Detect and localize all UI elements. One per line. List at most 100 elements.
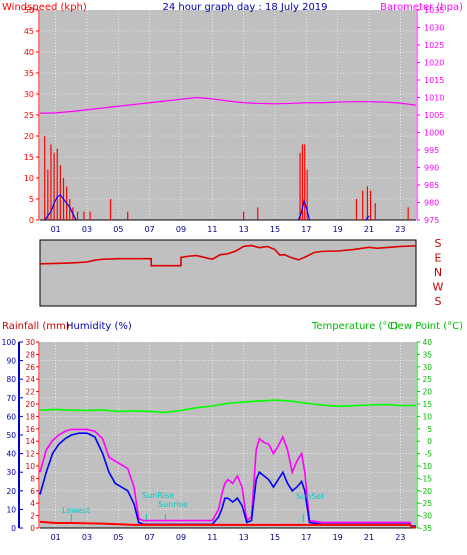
rain-x-tick-label: 23: [395, 533, 405, 542]
baro-right-tick-label: 1030: [424, 24, 444, 33]
humidity-line: [39, 432, 416, 527]
rainfall-line: [39, 520, 416, 529]
temperature-tick-label: 15: [422, 400, 432, 409]
direction-plot-background: [39, 239, 417, 307]
baro-right-tick-label: 1010: [424, 94, 444, 103]
temperature-tick-label: 10: [422, 412, 432, 421]
wind-left-tick-label: 15: [24, 153, 34, 162]
rain-tick-label: 2: [30, 512, 35, 521]
baro-right-tick-label: 1035: [424, 6, 444, 15]
humidity-tick-label: 40: [6, 450, 16, 459]
rain-x-tick-label: 15: [270, 533, 280, 542]
wind-left-tick-label: 5: [29, 195, 34, 204]
rain-tick-label: 14: [25, 437, 35, 446]
humidity-tick-label: 80: [6, 375, 16, 384]
wind-x-tick-label: 21: [364, 225, 374, 234]
direction-axis-label: S: [435, 237, 442, 250]
temperature-tick-label: -35: [420, 524, 432, 533]
direction-axis-label: E: [435, 252, 442, 265]
annotation-sunrise-2: Sunrise: [158, 500, 188, 509]
wind-x-tick-label: 13: [239, 225, 249, 234]
wind-left-tick-label: 50: [24, 6, 34, 15]
baro-right-tick-label: 995: [424, 146, 439, 155]
rain-tick-label: 28: [25, 350, 35, 359]
wind-x-tick-label: 17: [301, 225, 311, 234]
baro-right-tick-label: 1025: [424, 41, 444, 50]
rain-tick-label: 4: [30, 499, 35, 508]
humidity-tick-label: 60: [6, 412, 16, 421]
rain-tick-label: 0: [30, 524, 35, 533]
barometer-line: [39, 96, 417, 114]
wind-x-tick-label: 09: [176, 225, 186, 234]
baro-right-tick-label: 1020: [424, 59, 444, 68]
gust-line: [44, 193, 77, 221]
dewpoint-axis-label: Dew Point (°C): [390, 321, 463, 332]
temperature-tick-label: -30: [420, 512, 432, 521]
humidity-tick-label: 10: [6, 505, 16, 514]
rain-tick-label: 6: [30, 487, 35, 496]
rain-x-tick-label: 05: [113, 533, 123, 542]
rainfall-axis-label: Rainfall (mm): [2, 321, 70, 332]
temperature-tick-label: -5: [425, 450, 433, 459]
rain-tick-label: 12: [25, 450, 35, 459]
rain-x-tick-label: 21: [364, 533, 374, 542]
annotation-sunset: SunSet: [296, 492, 324, 501]
temperature-axis-label: Temperature (°C): [311, 321, 398, 332]
rain-x-tick-label: 19: [333, 533, 343, 542]
wind-left-tick-label: 35: [24, 69, 34, 78]
gust-line: [297, 198, 311, 221]
wind-x-tick-label: 05: [113, 225, 123, 234]
annotation-sunrise: SunRise: [142, 491, 174, 500]
temperature-tick-label: 30: [422, 363, 432, 372]
temperature-tick-label: 35: [422, 350, 432, 359]
rain-tick-label: 26: [25, 363, 35, 372]
wind-left-tick-label: 0: [29, 216, 34, 225]
gust-line: [365, 215, 370, 221]
temperature-tick-label: 25: [422, 375, 432, 384]
direction-axis-label: N: [434, 266, 442, 279]
baro-right-tick-label: 975: [424, 216, 439, 225]
direction-axis-label: W: [433, 281, 444, 294]
temperature-tick-label: -25: [420, 499, 432, 508]
temperature-magenta-line: [39, 428, 416, 527]
humidity-tick-label: 0: [11, 524, 16, 533]
wind-plot-background: [40, 10, 416, 220]
direction-axis-label: S: [435, 295, 442, 308]
chart-title: 24 hour graph day : 18 July 2019: [162, 2, 327, 13]
wind-direction-line: [39, 244, 417, 267]
chart-layer: 0510152025303540455097598098599099510001…: [2, 6, 445, 542]
rain-x-tick-label: 07: [145, 533, 155, 542]
wind-left-tick-label: 25: [24, 111, 34, 120]
wind-x-tick-label: 03: [82, 225, 92, 234]
rain-x-tick-label: 01: [51, 533, 61, 542]
temperature-tick-label: -20: [420, 487, 432, 496]
baro-right-tick-label: 985: [424, 181, 439, 190]
wind-left-tick-label: 40: [24, 48, 34, 57]
annotation-lowest: Lowest: [62, 506, 90, 515]
temperature-tick-label: 0: [427, 437, 432, 446]
humidity-tick-label: 70: [6, 394, 16, 403]
humidity-tick-label: 50: [6, 431, 16, 440]
humidity-tick-label: 100: [2, 338, 17, 347]
baro-right-tick-label: 1005: [424, 111, 444, 120]
wind-x-tick-label: 23: [395, 225, 405, 234]
rain-x-tick-label: 09: [176, 533, 186, 542]
wind-left-tick-label: 45: [24, 27, 34, 36]
rain-tick-label: 8: [30, 474, 35, 483]
rain-x-tick-label: 17: [301, 533, 311, 542]
humidity-tick-label: 90: [6, 357, 16, 366]
rain-tick-label: 20: [25, 400, 35, 409]
rain-tick-label: 18: [25, 412, 35, 421]
temperature-tick-label: -15: [420, 474, 432, 483]
wind-left-tick-label: 20: [24, 132, 34, 141]
wind-x-tick-label: 07: [145, 225, 155, 234]
barometer-axis-label: Barometer (hpa): [380, 2, 463, 13]
rain-tick-label: 10: [25, 462, 35, 471]
rain-x-tick-label: 11: [207, 533, 217, 542]
temperature-tick-label: 20: [422, 388, 432, 397]
wind-x-tick-label: 15: [270, 225, 280, 234]
baro-right-tick-label: 1000: [424, 129, 444, 138]
wind-left-tick-label: 30: [24, 90, 34, 99]
